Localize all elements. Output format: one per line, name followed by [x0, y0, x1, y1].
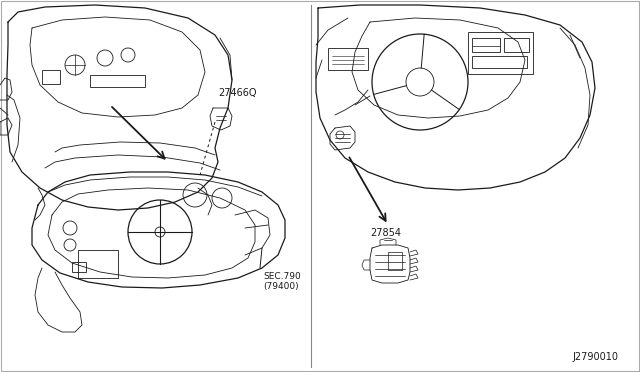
- Bar: [472, 56, 527, 68]
- Bar: [472, 38, 500, 52]
- Text: 27466Q: 27466Q: [218, 88, 257, 98]
- Bar: [42, 70, 60, 84]
- Bar: [72, 262, 86, 272]
- Text: J2790010: J2790010: [572, 352, 618, 362]
- Bar: [90, 75, 145, 87]
- Text: (79400): (79400): [263, 282, 299, 291]
- Text: SEC.790: SEC.790: [263, 272, 301, 281]
- Bar: [328, 48, 368, 70]
- Bar: [504, 38, 529, 52]
- Bar: [388, 252, 402, 270]
- Bar: [78, 250, 118, 278]
- Bar: [468, 32, 533, 74]
- Text: 27854: 27854: [370, 228, 401, 238]
